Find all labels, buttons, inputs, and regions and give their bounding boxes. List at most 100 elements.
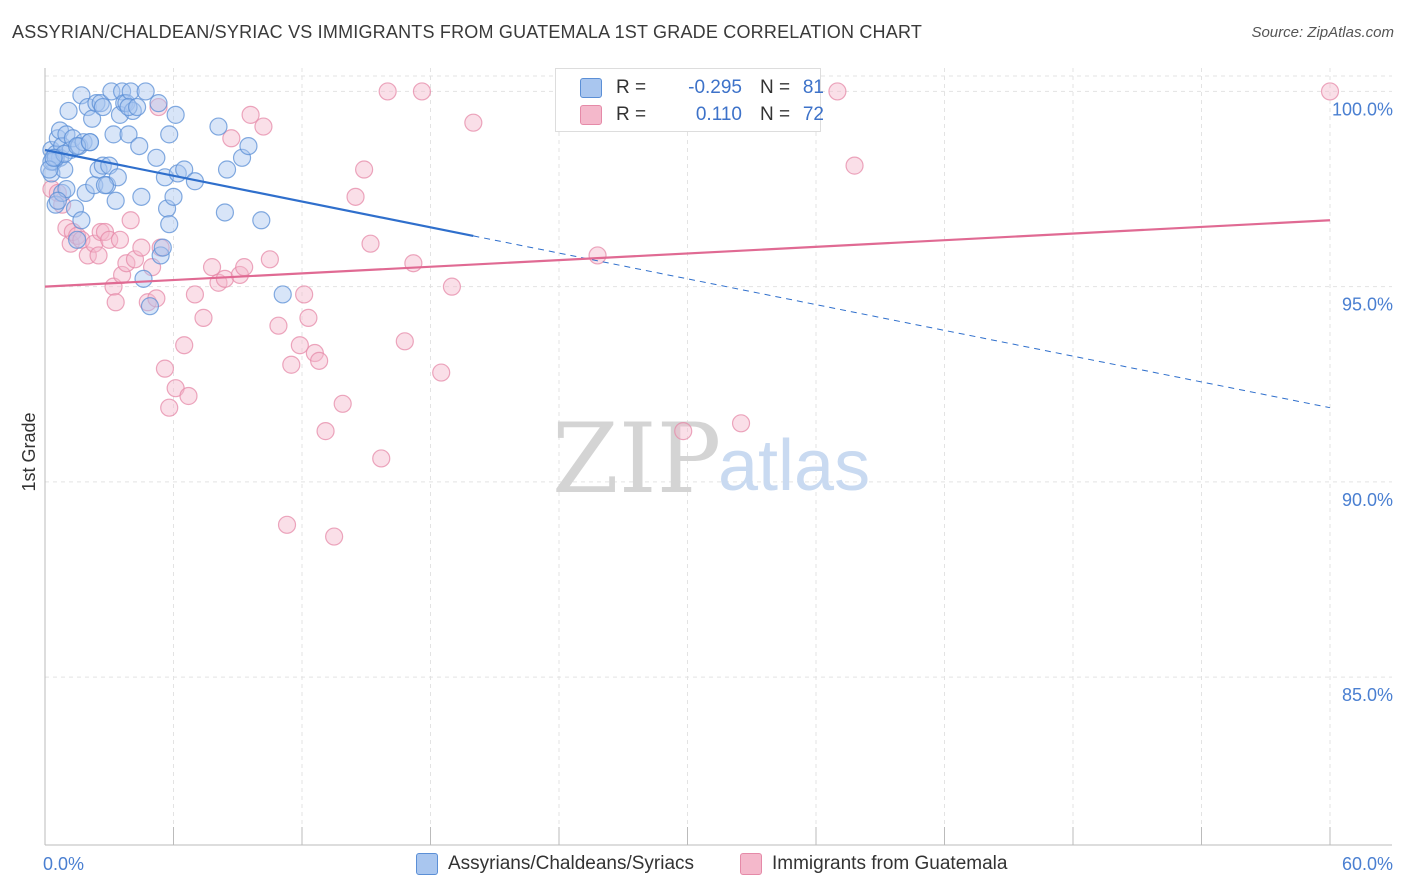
data-point [290,336,309,355]
data-point [282,355,301,374]
x-tick-label: 0.0% [43,854,84,874]
data-point [48,191,67,210]
correlation-legend: R = -0.295 N = 81 R = 0.110 N = 72 [555,68,824,132]
data-point [828,82,847,101]
data-point [277,515,297,534]
data-point [404,254,423,273]
legend-r-value: -0.295 [688,77,742,98]
data-point [269,316,288,335]
data-point [65,199,85,218]
data-point [72,211,91,230]
data-point [185,285,205,304]
data-point [731,414,751,433]
data-point [147,148,166,167]
data-point [588,246,607,265]
source-label: Source: ZipAtlas.com [1251,24,1394,41]
data-point [132,187,151,206]
data-point [361,234,380,253]
data-point [106,293,125,312]
legend-n-value: 81 [802,77,824,98]
data-point [674,422,693,441]
data-point [149,94,168,113]
data-point [136,82,155,101]
data-point [102,82,121,101]
gridlines [45,68,1392,845]
legend-swatch-pink [580,105,602,125]
data-point [295,285,314,304]
y-tick-label: 100.0% [1332,99,1393,119]
data-point [372,449,391,468]
data-point [80,133,100,152]
data-point [299,308,318,327]
data-point [442,277,462,296]
data-point [355,160,374,179]
data-point [217,160,237,179]
data-point [215,269,234,288]
legend-n-label: N = [760,104,791,125]
data-point [241,105,260,124]
data-point [175,336,194,355]
data-point [140,297,160,316]
legend-swatch-blue [580,78,602,98]
y-tick-label: 85.0% [1342,685,1393,705]
axes [44,68,1392,846]
y-axis-label: 1st Grade [19,412,39,491]
data-point [378,82,397,101]
trend-line-assyrians-projection [473,235,1331,409]
data-point [125,250,145,269]
data-point [209,117,228,136]
data-point [160,215,179,234]
data-point [194,308,213,327]
data-point [104,125,123,144]
watermark-zip: ZIP [552,403,721,515]
data-points [40,82,1340,546]
data-point [845,156,864,175]
data-point [160,398,179,417]
legend-r-label: R = [616,77,647,98]
data-point [316,422,335,441]
tick-labels: 100.0% 95.0% 90.0% 85.0% 0.0% 60.0% [43,99,1393,874]
chart-title: ASSYRIAN/CHALDEAN/SYRIAC VS IMMIGRANTS F… [12,22,923,42]
data-point [310,351,329,370]
data-point [95,176,115,195]
data-point [127,97,147,117]
data-point [252,211,271,230]
watermark-atlas: atlas [718,426,870,506]
data-point [239,136,258,156]
data-point [59,101,78,121]
data-point [48,183,67,203]
data-point [346,187,365,206]
data-point [130,136,149,156]
legend-r-value: 0.110 [695,104,742,125]
data-point [121,82,140,101]
legend-n-label: N = [760,77,791,98]
series-name: Assyrians/Chaldeans/Syriacs [448,853,695,874]
data-point [149,97,168,117]
data-point [160,125,179,144]
series-swatch-blue [416,853,438,875]
data-point [106,191,125,210]
data-point [222,129,241,148]
data-point [325,527,344,546]
data-point [132,238,151,257]
data-point [260,250,279,269]
data-point [464,113,483,132]
data-point [166,105,185,124]
data-point [72,86,91,105]
data-point [40,160,59,179]
series-swatch-pink [740,853,762,875]
data-point [215,203,234,222]
data-point [157,199,177,218]
data-point [395,332,414,351]
data-point [93,97,112,117]
data-point [155,359,175,378]
data-point [412,82,432,101]
data-point [134,269,153,288]
data-point [273,285,292,304]
data-point [235,258,254,277]
data-point [68,230,87,249]
data-point [100,230,119,249]
data-point [153,238,172,257]
series-name: Immigrants from Guatemala [772,853,1008,874]
